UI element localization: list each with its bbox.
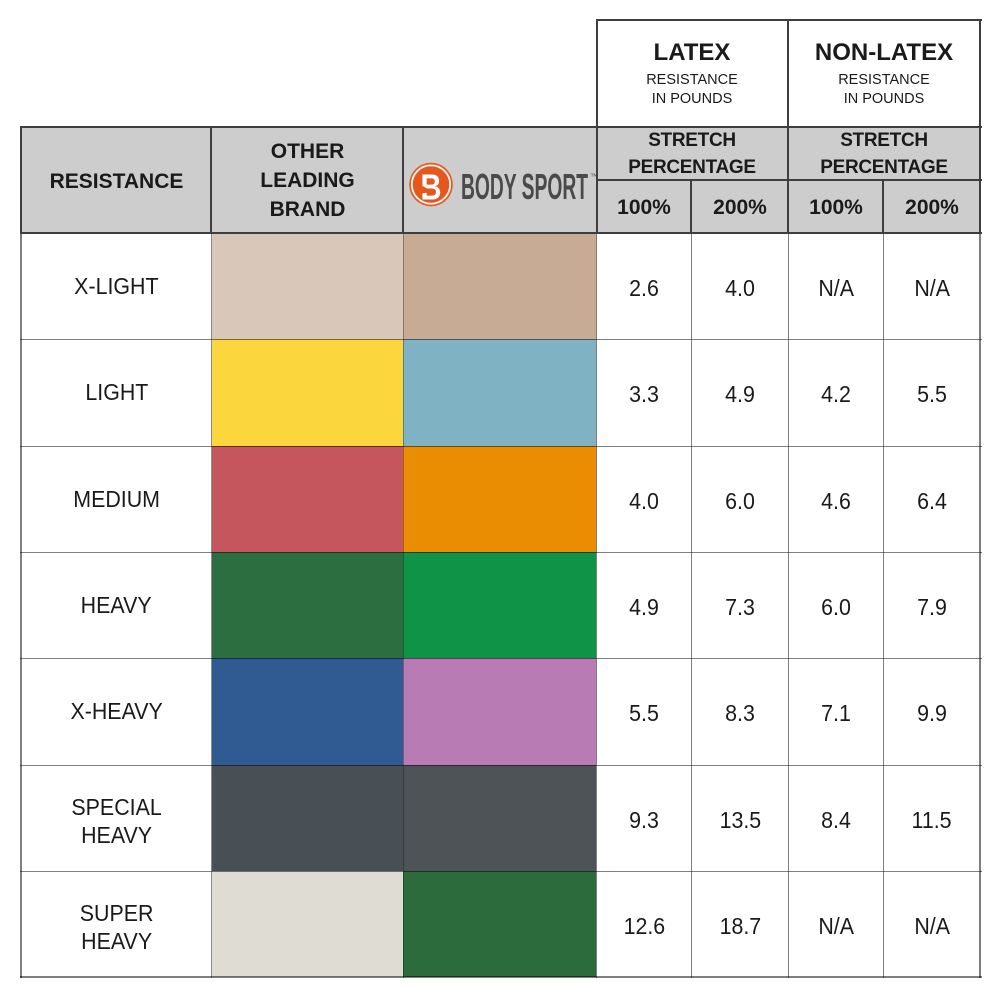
svg-text:BODY SPORT: BODY SPORT — [461, 166, 588, 207]
svg-text:B: B — [421, 166, 442, 207]
svg-text:™: ™ — [590, 172, 596, 181]
